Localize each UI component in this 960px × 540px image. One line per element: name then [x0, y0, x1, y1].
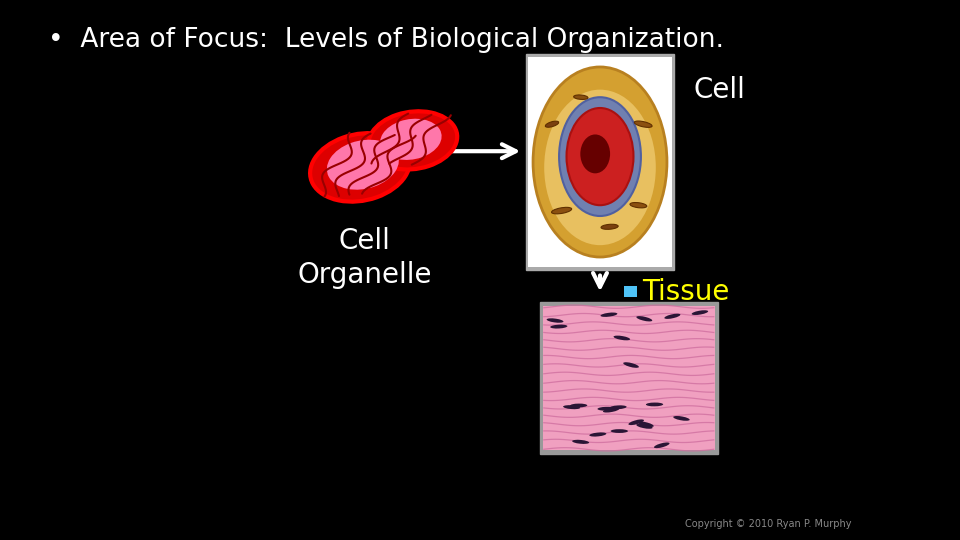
Ellipse shape	[613, 336, 630, 340]
Bar	[543, 306, 714, 450]
Ellipse shape	[636, 316, 652, 321]
Ellipse shape	[580, 134, 611, 173]
Text: Tissue: Tissue	[642, 278, 730, 306]
Ellipse shape	[610, 406, 627, 409]
Text: Cell: Cell	[693, 76, 746, 104]
Ellipse shape	[603, 408, 619, 413]
Ellipse shape	[630, 202, 647, 208]
Ellipse shape	[635, 121, 652, 127]
Ellipse shape	[545, 121, 559, 127]
Ellipse shape	[636, 424, 653, 429]
Bar	[624, 286, 637, 297]
Ellipse shape	[533, 67, 667, 257]
Ellipse shape	[601, 313, 617, 317]
Ellipse shape	[597, 407, 614, 410]
Text: Cell
Organelle: Cell Organelle	[298, 227, 432, 289]
Ellipse shape	[691, 310, 708, 315]
Text: •  Area of Focus:  Levels of Biological Organization.: • Area of Focus: Levels of Biological Or…	[48, 27, 724, 53]
Ellipse shape	[654, 442, 669, 448]
Ellipse shape	[638, 422, 654, 427]
Ellipse shape	[664, 314, 681, 319]
Ellipse shape	[544, 90, 656, 245]
Ellipse shape	[574, 95, 588, 99]
Ellipse shape	[589, 433, 607, 436]
Ellipse shape	[673, 416, 689, 421]
Text: Copyright © 2010 Ryan P. Murphy: Copyright © 2010 Ryan P. Murphy	[684, 519, 852, 529]
Ellipse shape	[629, 420, 644, 425]
Ellipse shape	[570, 403, 588, 407]
Bar	[540, 302, 718, 454]
Ellipse shape	[310, 133, 410, 201]
Ellipse shape	[326, 140, 399, 190]
Bar	[526, 54, 675, 270]
Bar	[528, 57, 672, 267]
Ellipse shape	[564, 405, 580, 409]
Ellipse shape	[552, 207, 571, 214]
Ellipse shape	[611, 429, 628, 433]
Ellipse shape	[546, 319, 564, 323]
Ellipse shape	[559, 97, 641, 216]
Ellipse shape	[572, 440, 589, 444]
Ellipse shape	[566, 108, 634, 205]
Ellipse shape	[369, 111, 457, 170]
Ellipse shape	[380, 119, 442, 160]
Ellipse shape	[646, 402, 663, 406]
Ellipse shape	[623, 362, 639, 368]
Ellipse shape	[550, 325, 567, 328]
Ellipse shape	[601, 224, 618, 230]
